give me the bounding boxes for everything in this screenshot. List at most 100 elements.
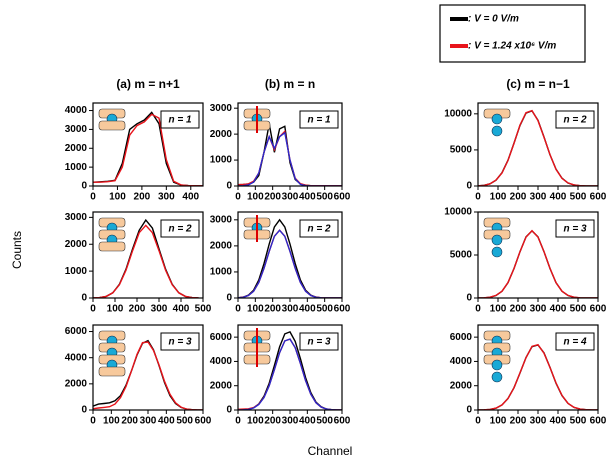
x-axis-title: Channel: [308, 444, 353, 458]
axis-frame: [92, 324, 204, 411]
legend-label: : V = 0 V/m: [468, 14, 519, 25]
x-tick-label: 600: [590, 304, 607, 315]
y-tick-label: 0: [81, 181, 87, 192]
icon-ion: [491, 246, 503, 258]
x-tick-label: 600: [195, 416, 212, 427]
x-tick-label: 0: [475, 416, 481, 427]
y-tick-label: 1000: [210, 267, 233, 278]
panel: 0 5000 10000 0 100 200 300 400 500 600 n = 3: [444, 207, 607, 315]
y-tick-label: 5000: [450, 250, 473, 261]
data-line: [238, 338, 342, 410]
x-tick-label: 0: [90, 304, 96, 315]
y-tick-label: 4000: [210, 356, 233, 367]
x-tick-label: 300: [158, 192, 175, 203]
axis-frame: [92, 102, 204, 187]
y-axis-title: Counts: [10, 231, 24, 269]
x-tick-label: 300: [282, 304, 299, 315]
y-tick-label: 2000: [210, 129, 233, 140]
data-line: [238, 123, 342, 186]
panel-annotation: n = 3: [307, 337, 331, 348]
y-tick-label: 3000: [210, 103, 233, 114]
y-tick-label: 10000: [444, 207, 472, 218]
annotation-box: [299, 332, 339, 351]
x-tick-label: 100: [103, 416, 120, 427]
x-tick-label: 200: [264, 304, 281, 315]
x-tick-label: 100: [109, 192, 126, 203]
y-tick-label: 0: [466, 405, 472, 416]
data-line: [478, 343, 598, 410]
x-tick-label: 200: [510, 304, 527, 315]
panel-annotation: n = 2: [563, 115, 587, 126]
x-tick-label: 200: [264, 192, 281, 203]
legend-label: : V = 1.24 x10⁶ V/m: [468, 41, 556, 52]
data-line: [93, 224, 199, 298]
x-tick-label: 600: [590, 192, 607, 203]
x-tick-label: 100: [107, 304, 124, 315]
annotation-box: [160, 332, 200, 351]
y-tick-label: 0: [226, 181, 232, 192]
x-tick-label: 100: [247, 416, 264, 427]
y-tick-label: 0: [226, 293, 232, 304]
icon-ion: [491, 234, 503, 246]
icon-layer: [98, 120, 126, 131]
icon-ion: [491, 371, 503, 383]
y-tick-label: 3000: [210, 214, 233, 225]
icon-ion: [491, 113, 503, 125]
icon-ion: [491, 359, 503, 371]
y-tick-label: 6000: [210, 332, 233, 343]
y-tick-label: 1000: [65, 266, 88, 277]
axis-frame: [477, 102, 599, 187]
annotation-box: [299, 110, 339, 129]
data-line: [93, 113, 203, 186]
axis-frame: [92, 211, 204, 299]
x-tick-label: 300: [140, 416, 157, 427]
panel-annotation: n = 2: [307, 224, 331, 235]
x-tick-label: 100: [490, 304, 507, 315]
y-tick-label: 2000: [65, 143, 88, 154]
x-tick-label: 500: [316, 192, 333, 203]
x-tick-label: 400: [299, 304, 316, 315]
x-tick-label: 500: [316, 416, 333, 427]
y-tick-label: 1000: [210, 155, 233, 166]
panel: (b) m = n 0 1000 2000 3000 0 100 200 300 400 500 60…: [210, 77, 351, 202]
x-tick-label: 400: [299, 416, 316, 427]
x-tick-label: 200: [129, 304, 146, 315]
y-tick-label: 4000: [65, 105, 88, 116]
x-tick-label: 400: [550, 192, 567, 203]
icon-ion: [491, 125, 503, 137]
annotation-box: [555, 219, 595, 238]
x-tick-label: 0: [235, 416, 241, 427]
x-tick-label: 400: [173, 304, 190, 315]
y-tick-label: 2000: [210, 241, 233, 252]
y-tick-label: 4000: [450, 356, 473, 367]
panel: 0 2000 4000 6000 0 100 200 300 400 500 600 n = 3: [65, 324, 212, 427]
y-tick-label: 0: [81, 293, 87, 304]
y-tick-label: 2000: [65, 378, 88, 389]
x-tick-label: 600: [334, 304, 351, 315]
panel: 0 2000 4000 6000 0 100 200 300 400 500 600 n = 4: [450, 324, 607, 427]
icon-layer: [98, 241, 126, 252]
data-line: [238, 229, 342, 298]
panel-annotation: n = 1: [168, 115, 192, 126]
axis-frame: [237, 102, 343, 187]
panel-annotation: n = 4: [563, 337, 587, 348]
y-tick-label: 5000: [450, 145, 473, 156]
y-tick-label: 0: [466, 293, 472, 304]
x-tick-label: 0: [235, 192, 241, 203]
x-tick-label: 200: [510, 192, 527, 203]
x-tick-label: 300: [530, 192, 547, 203]
panel-annotation: n = 3: [168, 337, 192, 348]
x-tick-label: 500: [570, 304, 587, 315]
panel-annotation: n = 3: [563, 224, 587, 235]
x-tick-label: 300: [530, 416, 547, 427]
y-tick-label: 0: [466, 181, 472, 192]
x-tick-label: 300: [282, 416, 299, 427]
column-title: (b) m = n: [265, 77, 315, 91]
annotation-box: [555, 110, 595, 129]
x-tick-label: 400: [158, 416, 175, 427]
axis-frame: [237, 324, 343, 411]
annotation-box: [299, 219, 339, 238]
x-tick-label: 0: [475, 192, 481, 203]
x-tick-label: 100: [490, 192, 507, 203]
